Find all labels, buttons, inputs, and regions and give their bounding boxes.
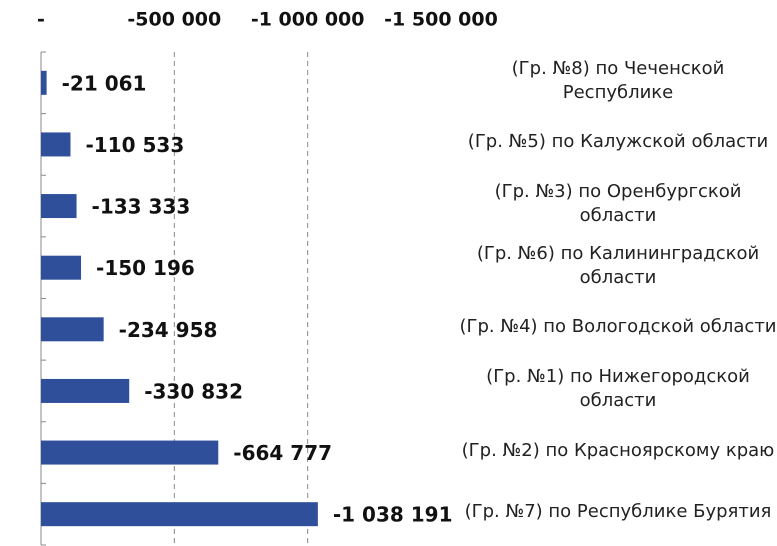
category-label: (Гр. №6) по Калининградской области xyxy=(476,242,760,288)
category-label: (Гр. №8) по Чеченской Республике xyxy=(511,57,725,103)
x-tick-label: -1 000 000 xyxy=(251,9,365,31)
value-label: -234 958 xyxy=(119,318,218,342)
bar xyxy=(41,502,318,527)
category-label: (Гр. №7) по Республике Бурятия xyxy=(464,501,772,523)
x-tick-label: -500 000 xyxy=(127,9,221,31)
value-label: -664 777 xyxy=(233,441,332,465)
category-label: (Гр. №4) по Вологодской области xyxy=(459,316,777,338)
value-label: -1 038 191 xyxy=(333,503,453,527)
value-label: -110 533 xyxy=(85,133,184,157)
category-label: (Гр. №3) по Оренбургской области xyxy=(494,181,742,227)
bar xyxy=(41,317,104,342)
value-label: -133 333 xyxy=(92,195,191,219)
bar xyxy=(41,440,219,465)
value-label: -21 061 xyxy=(62,71,147,95)
bar xyxy=(41,132,71,157)
category-label: (Гр. №2) по Красноярскому краю xyxy=(461,439,775,461)
x-tick-label: - xyxy=(37,9,45,31)
bar xyxy=(41,70,47,95)
x-tick-label: -1 500 000 xyxy=(384,9,498,31)
category-label: (Гр. №5) по Калужской области xyxy=(467,131,769,153)
bar xyxy=(41,255,82,280)
value-label: -330 832 xyxy=(144,379,243,403)
bar xyxy=(41,194,77,219)
value-label: -150 196 xyxy=(96,256,195,280)
bar xyxy=(41,378,130,403)
category-label: (Гр. №1) по Нижегородской области xyxy=(486,365,750,411)
